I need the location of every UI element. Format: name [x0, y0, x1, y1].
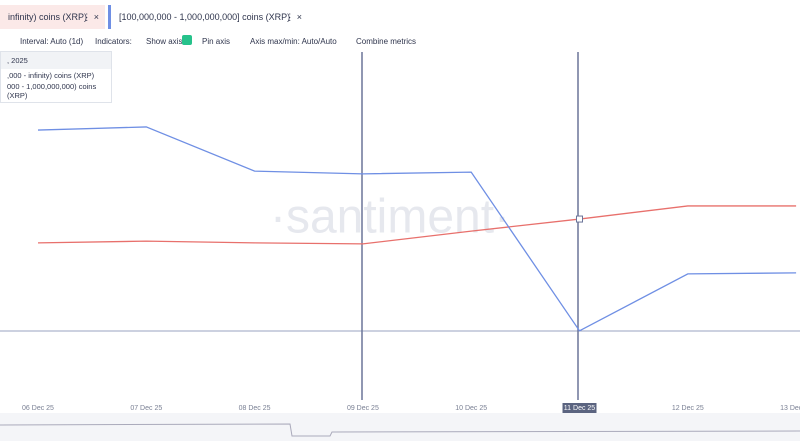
show-axis[interactable]: Show axis: [146, 37, 183, 46]
tab-label: infinity) coins (XRP): [8, 12, 88, 22]
navigator[interactable]: [0, 413, 800, 441]
pin-axis[interactable]: Pin axis: [202, 37, 231, 46]
x-tick-label: 12 Dec 25: [672, 405, 704, 412]
x-tick-label: 11 Dec 25: [564, 405, 595, 412]
metric-tab[interactable]: infinity) coins (XRP) ⋮ ×: [0, 5, 105, 29]
x-tick-label: 09 Dec 25: [347, 405, 379, 412]
tooltip-date: , 2025: [1, 52, 111, 69]
interval[interactable]: Interval: Auto (1d): [20, 37, 84, 46]
tooltip-line: ,000 - infinity) coins (XRP): [7, 71, 95, 80]
x-tick-label: 06 Dec 25: [22, 405, 54, 412]
checkbox[interactable]: [182, 35, 192, 45]
tab-label: [100,000,000 - 1,000,000,000] coins (XRP…: [119, 12, 291, 22]
axis-minmax[interactable]: Axis max/min: Auto/Auto: [250, 37, 337, 46]
watermark: ·santiment·: [270, 191, 510, 244]
x-tick-label: 07 Dec 25: [130, 405, 162, 412]
series-line: [37, 126, 797, 332]
tooltip: , 2025 ,000 - infinity) coins (XRP) 000 …: [0, 51, 112, 103]
series-line: [37, 205, 797, 245]
navigator-line: [0, 423, 800, 437]
indicators[interactable]: Indicators:: [95, 37, 132, 46]
x-tick-label: 13 Dec 25: [780, 405, 800, 412]
x-tick-label: 08 Dec 25: [239, 405, 271, 412]
x-tick-label: 10 Dec 25: [455, 405, 487, 412]
x-label-highlight: [562, 403, 597, 413]
hover-marker: [576, 215, 583, 223]
metric-tab[interactable]: [100,000,000 - 1,000,000,000] coins (XRP…: [108, 5, 308, 29]
combine-metrics[interactable]: Combine metrics: [356, 37, 417, 46]
tooltip-line: 000 - 1,000,000,000) coins (XRP): [7, 82, 97, 100]
